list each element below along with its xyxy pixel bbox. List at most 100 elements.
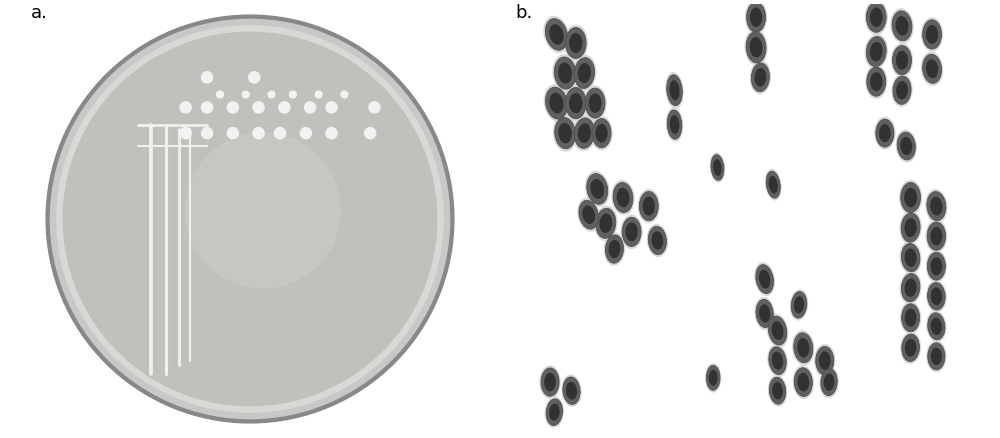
Ellipse shape	[865, 34, 888, 69]
Ellipse shape	[713, 159, 722, 176]
Ellipse shape	[759, 270, 770, 289]
Ellipse shape	[546, 87, 567, 119]
Circle shape	[326, 127, 337, 139]
Ellipse shape	[544, 84, 569, 122]
Ellipse shape	[905, 248, 917, 267]
Ellipse shape	[541, 368, 559, 396]
Ellipse shape	[897, 132, 915, 160]
Ellipse shape	[790, 289, 808, 321]
Ellipse shape	[904, 218, 917, 237]
Ellipse shape	[931, 348, 942, 365]
Circle shape	[46, 15, 454, 423]
Ellipse shape	[821, 369, 837, 396]
Ellipse shape	[564, 85, 588, 122]
Ellipse shape	[582, 205, 595, 224]
Ellipse shape	[566, 88, 586, 119]
Ellipse shape	[750, 7, 762, 27]
Ellipse shape	[639, 191, 658, 221]
Ellipse shape	[589, 93, 602, 113]
Ellipse shape	[750, 37, 763, 57]
Ellipse shape	[643, 197, 655, 215]
Circle shape	[305, 102, 316, 113]
Ellipse shape	[747, 2, 766, 32]
Ellipse shape	[870, 72, 882, 91]
Ellipse shape	[665, 72, 684, 109]
Ellipse shape	[899, 210, 922, 245]
Ellipse shape	[554, 57, 576, 89]
Ellipse shape	[867, 67, 886, 96]
Ellipse shape	[899, 180, 922, 215]
Ellipse shape	[824, 373, 834, 391]
Ellipse shape	[563, 377, 580, 404]
Ellipse shape	[746, 32, 766, 63]
Ellipse shape	[754, 262, 775, 296]
Ellipse shape	[923, 54, 942, 83]
Ellipse shape	[791, 292, 807, 318]
Ellipse shape	[594, 205, 618, 241]
Ellipse shape	[794, 368, 812, 396]
Ellipse shape	[819, 366, 839, 398]
Ellipse shape	[617, 188, 629, 207]
Ellipse shape	[893, 46, 911, 75]
Ellipse shape	[767, 344, 788, 377]
Ellipse shape	[900, 332, 921, 364]
Ellipse shape	[638, 189, 660, 223]
Ellipse shape	[587, 173, 608, 204]
Ellipse shape	[905, 339, 916, 357]
Ellipse shape	[611, 180, 635, 215]
Ellipse shape	[590, 116, 613, 150]
Ellipse shape	[751, 63, 769, 92]
Circle shape	[201, 127, 213, 139]
Ellipse shape	[901, 183, 920, 212]
Ellipse shape	[620, 215, 643, 249]
Circle shape	[253, 127, 264, 139]
Ellipse shape	[923, 20, 942, 49]
Ellipse shape	[896, 51, 908, 70]
Ellipse shape	[896, 16, 908, 35]
Ellipse shape	[866, 2, 886, 32]
Circle shape	[180, 127, 191, 139]
Circle shape	[315, 91, 322, 98]
Ellipse shape	[927, 222, 946, 251]
Ellipse shape	[552, 54, 578, 92]
Ellipse shape	[756, 265, 773, 293]
Ellipse shape	[553, 115, 577, 152]
Ellipse shape	[555, 117, 575, 149]
Ellipse shape	[745, 0, 767, 35]
Circle shape	[289, 91, 296, 98]
Ellipse shape	[891, 74, 913, 107]
Ellipse shape	[816, 346, 834, 375]
Ellipse shape	[890, 8, 914, 43]
Ellipse shape	[706, 365, 720, 390]
Ellipse shape	[647, 224, 668, 257]
Ellipse shape	[930, 197, 943, 215]
Ellipse shape	[544, 373, 556, 391]
Ellipse shape	[667, 75, 682, 106]
Ellipse shape	[926, 340, 946, 372]
Ellipse shape	[928, 283, 945, 310]
Circle shape	[63, 32, 437, 406]
Ellipse shape	[670, 115, 679, 134]
Ellipse shape	[927, 252, 945, 280]
Ellipse shape	[572, 55, 596, 91]
Ellipse shape	[892, 11, 912, 41]
Ellipse shape	[759, 304, 770, 323]
Ellipse shape	[569, 93, 583, 113]
Ellipse shape	[905, 309, 916, 327]
Circle shape	[217, 91, 223, 98]
Ellipse shape	[865, 64, 887, 99]
Ellipse shape	[928, 343, 945, 370]
Ellipse shape	[902, 304, 920, 332]
Circle shape	[180, 102, 191, 113]
Circle shape	[242, 91, 249, 98]
Ellipse shape	[928, 313, 945, 340]
Ellipse shape	[750, 60, 771, 94]
Ellipse shape	[595, 124, 608, 143]
Circle shape	[50, 19, 450, 419]
Circle shape	[326, 102, 337, 113]
Ellipse shape	[819, 351, 831, 370]
Circle shape	[279, 102, 290, 113]
Ellipse shape	[754, 297, 775, 330]
Ellipse shape	[926, 280, 947, 312]
Circle shape	[186, 133, 340, 288]
